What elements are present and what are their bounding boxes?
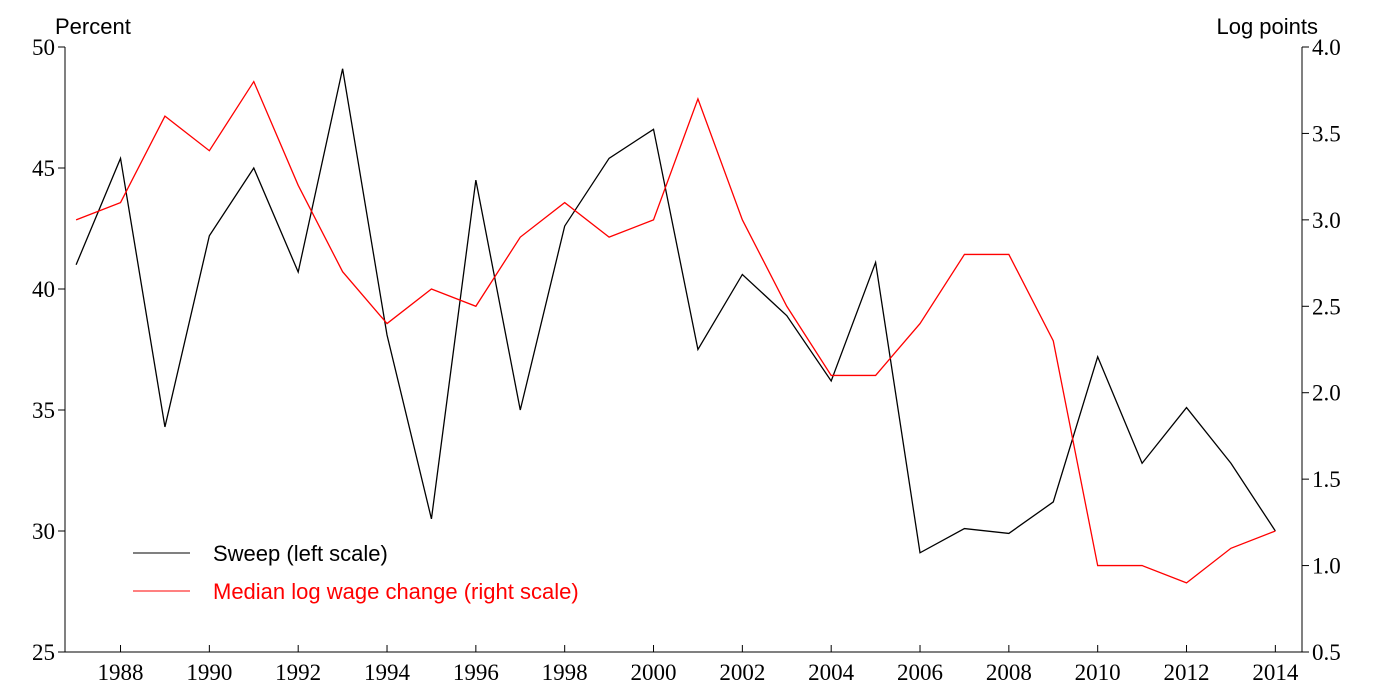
y-tick-label: 25 [32, 640, 55, 665]
y2-tick-label: 2.0 [1312, 381, 1341, 406]
series-line [75, 68, 1276, 554]
y-tick-label: 35 [32, 398, 55, 423]
x-tick-label: 1994 [364, 660, 411, 685]
x-tick-label: 2010 [1075, 660, 1121, 685]
y2-tick-label: 2.5 [1312, 294, 1341, 319]
x-tick-label: 2000 [631, 660, 677, 685]
y-tick-label: 30 [32, 519, 55, 544]
x-tick-label: 2012 [1164, 660, 1210, 685]
y-tick-label: 50 [32, 35, 55, 60]
y2-tick-label: 1.5 [1312, 467, 1341, 492]
x-tick-label: 1990 [186, 660, 232, 685]
x-tick-label: 2006 [897, 660, 943, 685]
y2-tick-label: 1.0 [1312, 554, 1341, 579]
y2-axis-label: Log points [1216, 14, 1318, 39]
y-tick-label: 40 [32, 277, 55, 302]
y-tick-label: 45 [32, 156, 55, 181]
series-line [75, 80, 1276, 584]
y2-tick-label: 0.5 [1312, 640, 1341, 665]
legend-label: Median log wage change (right scale) [213, 579, 579, 604]
x-tick-label: 1998 [542, 660, 588, 685]
y2-tick-label: 4.0 [1312, 35, 1341, 60]
x-tick-label: 1988 [98, 660, 144, 685]
x-tick-label: 1996 [453, 660, 499, 685]
x-tick-label: 2008 [986, 660, 1032, 685]
x-tick-label: 2002 [719, 660, 765, 685]
x-tick-label: 2004 [808, 660, 855, 685]
y-axis-label: Percent [55, 14, 131, 39]
legend-label: Sweep (left scale) [213, 541, 388, 566]
x-tick-label: 2014 [1252, 660, 1299, 685]
y2-tick-label: 3.0 [1312, 208, 1341, 233]
x-tick-label: 1992 [275, 660, 321, 685]
y2-tick-label: 3.5 [1312, 121, 1341, 146]
